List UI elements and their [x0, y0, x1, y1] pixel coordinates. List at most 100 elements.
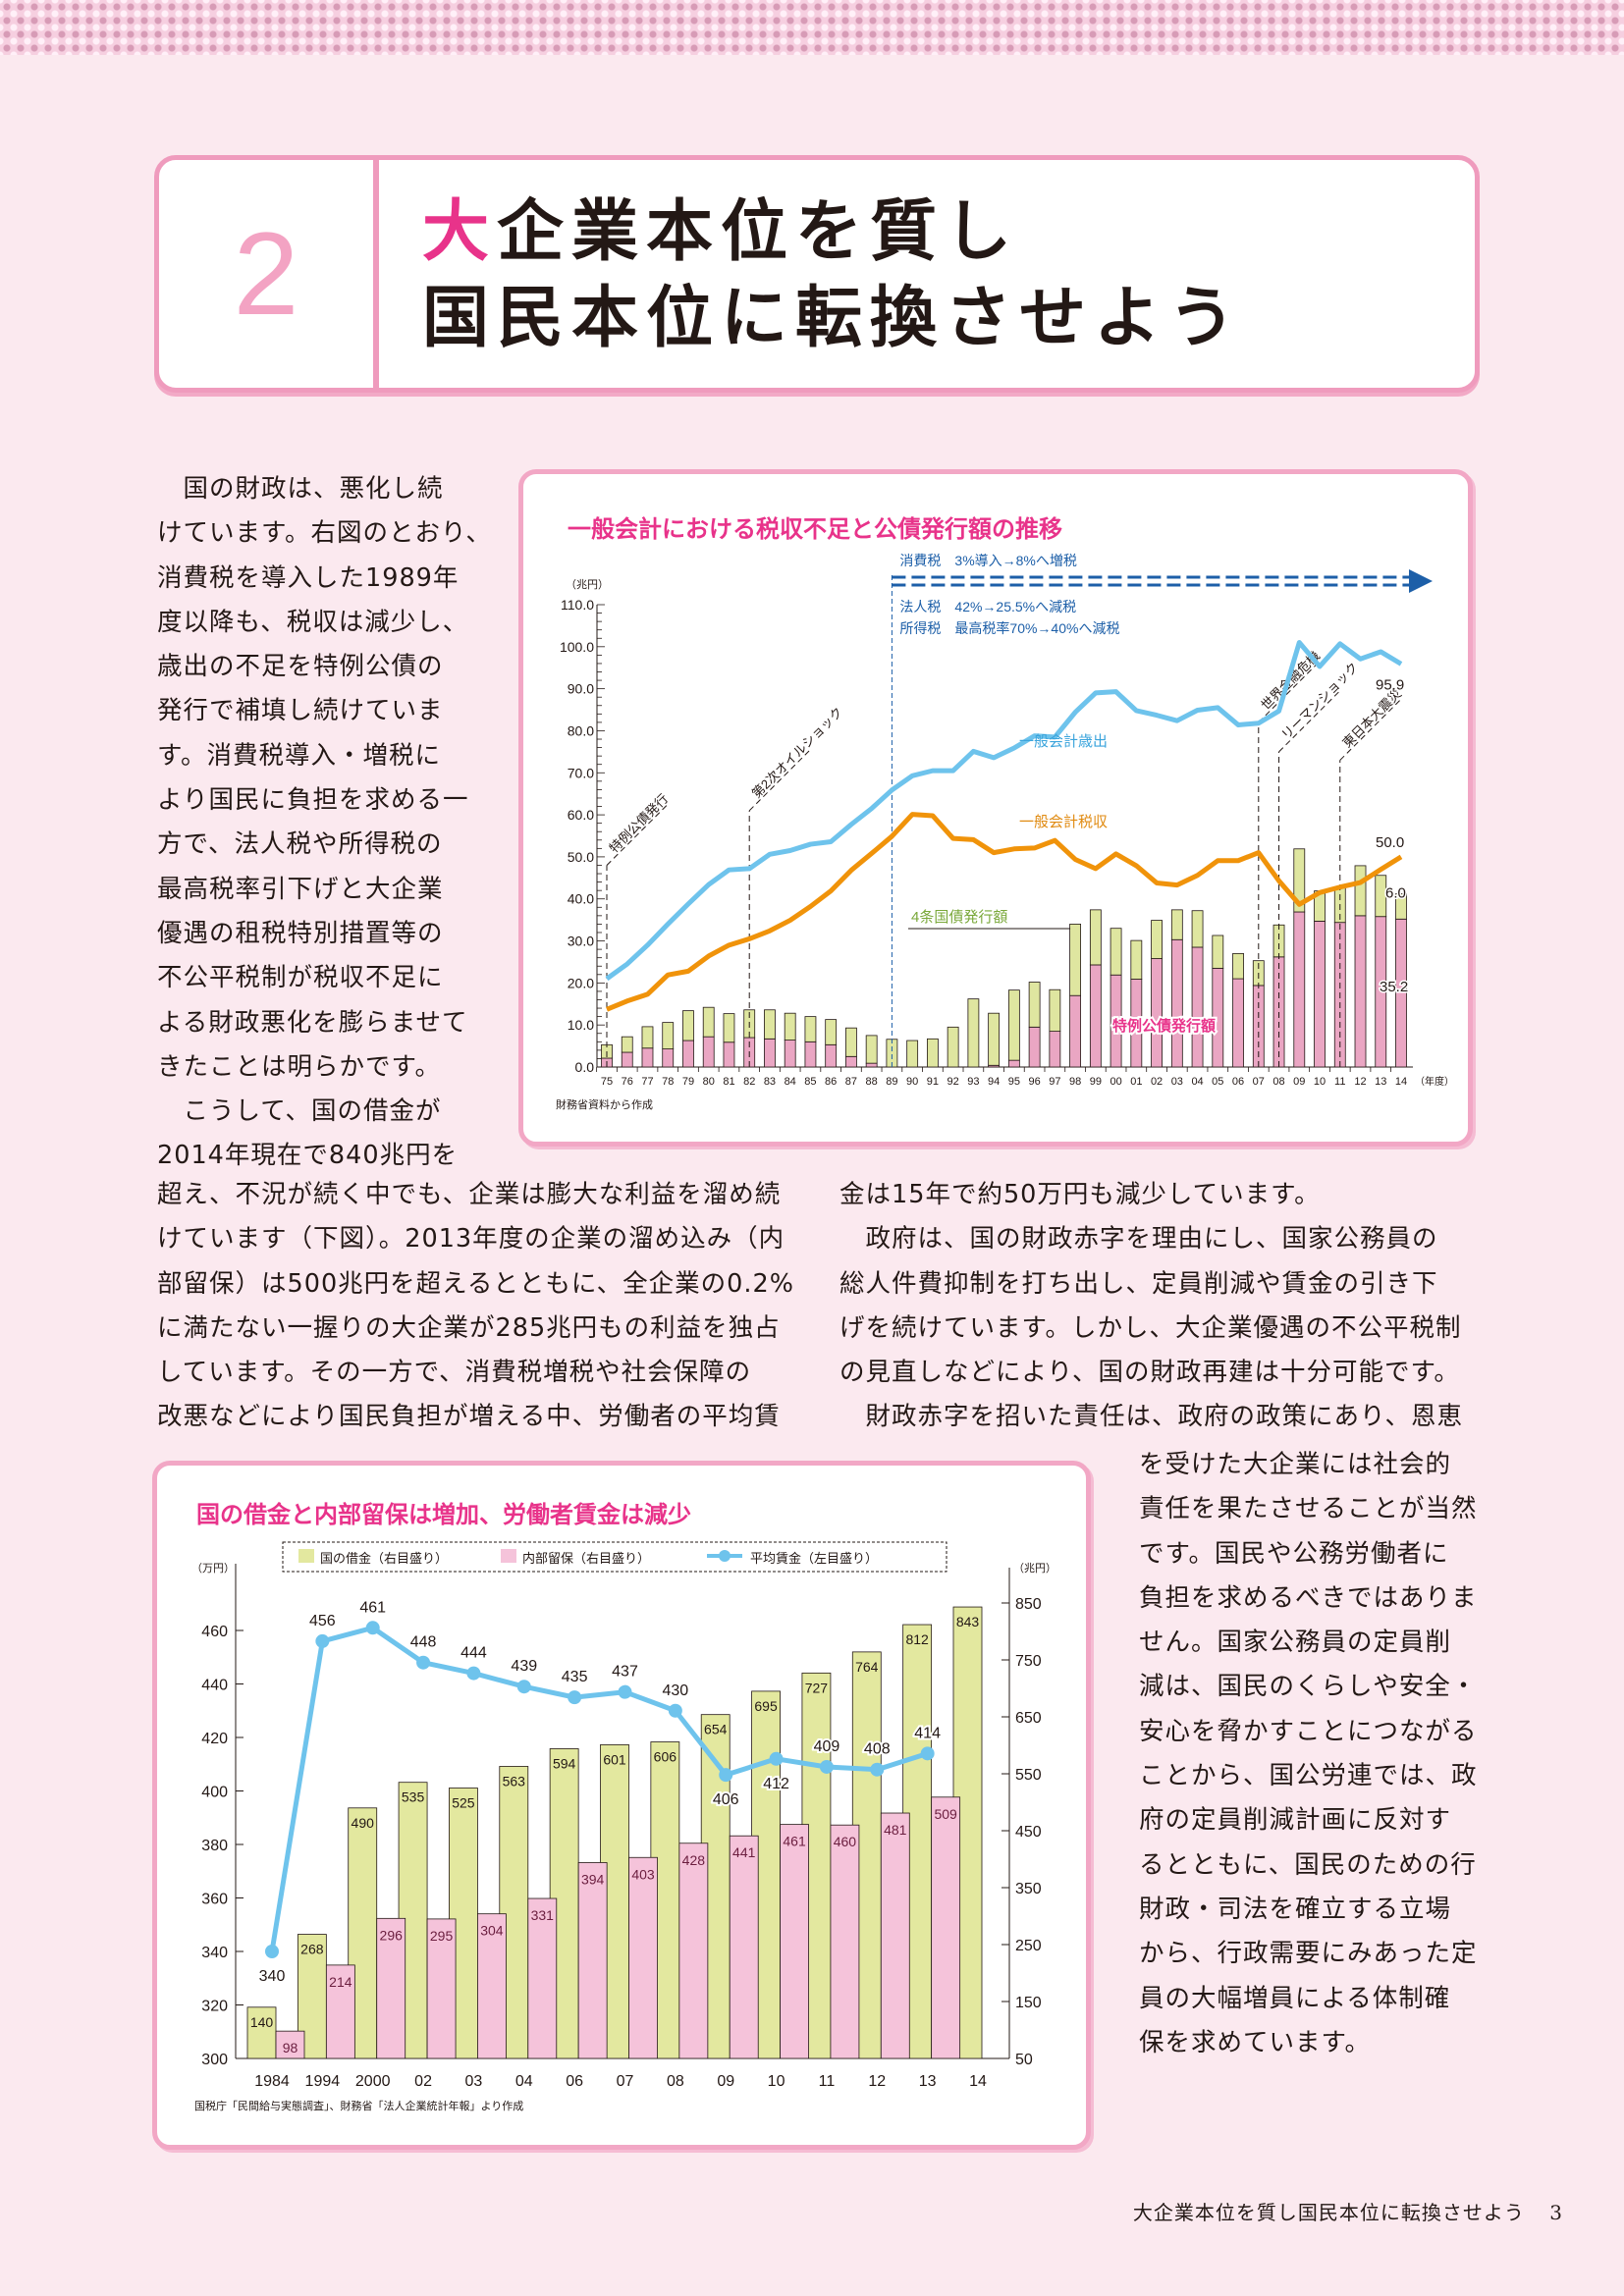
- bar-retained-earnings: [376, 1917, 406, 2059]
- chart-source: 国税庁「民間給与実態調査」、財務省「法人企業統計年報」より作成: [194, 2099, 523, 2112]
- bar-construction-bond: [1191, 910, 1204, 948]
- bar-retained-earnings: [628, 1856, 658, 2059]
- bar-deficit-bond: [682, 1040, 694, 1068]
- right-tick-label: 650: [1015, 1710, 1042, 1727]
- x-tick-label: 11: [819, 2073, 836, 2090]
- body-line: 員の大幅増員による体制確: [1139, 1983, 1451, 2013]
- x-tick-label: 09: [717, 2073, 734, 2090]
- bar-construction-bond: [1212, 934, 1224, 969]
- wage-label: 456: [309, 1613, 336, 1629]
- bar-deficit-bond: [1049, 1031, 1061, 1068]
- bar-deficit-bond: [621, 1051, 633, 1068]
- bar-construction-bond: [1375, 875, 1387, 918]
- body-line: 歳出の不足を特例公債の: [157, 652, 444, 682]
- body-column-1: 国の財政は、悪化し続 けています。右図のとおり、 消費税を導入した1989年 度以降も…: [157, 467, 492, 1179]
- bar-construction-bond: [702, 1006, 715, 1038]
- body-line: から、行政需要にみあった定: [1139, 1939, 1478, 1969]
- wage-label: 430: [663, 1682, 689, 1699]
- right-tick-label: 150: [1015, 1995, 1042, 2011]
- bar-label-national-debt: 535: [402, 1789, 425, 1805]
- body-line: の見直しなどにより、国の財政再建は十分可能です。: [839, 1358, 1460, 1388]
- wage-label: 444: [460, 1645, 487, 1662]
- y-axis-unit: （兆円）: [566, 578, 609, 591]
- x-tick-label: 06: [566, 2073, 583, 2090]
- y-tick-label: 90.0: [568, 681, 594, 697]
- x-tick-label: 05: [1212, 1076, 1223, 1088]
- wage-point: [819, 1759, 834, 1774]
- wage-label: 437: [612, 1664, 638, 1681]
- body-column-wide: 超え、不況が続く中でも、企業は膨大な利益を溜め続 けています（下図）。2013年度…: [157, 1173, 794, 1440]
- body-line: 消費税を導入した1989年: [157, 562, 460, 593]
- x-tick-label: 99: [1090, 1076, 1102, 1088]
- left-tick-label: 340: [201, 1945, 228, 1961]
- x-tick-label: 81: [723, 1076, 734, 1088]
- bar-deficit-bond: [784, 1040, 796, 1068]
- right-tick-label: 850: [1015, 1596, 1042, 1613]
- event-marker-leader: [1339, 699, 1402, 761]
- right-tick-label: 350: [1015, 1881, 1042, 1897]
- body-line: 国の財政は、悪化し続: [157, 474, 444, 504]
- legend-swatch-debt: [298, 1549, 314, 1563]
- wage-label: 406: [713, 1791, 739, 1808]
- series-label-spending: 一般会計歳出: [1019, 733, 1108, 750]
- bar-construction-bond: [967, 998, 980, 1068]
- bar-retained-earnings: [880, 1812, 910, 2059]
- body-line: けています（下図）。2013年度の企業の溜め込み（内: [157, 1224, 785, 1255]
- bar-deficit-bond: [1151, 958, 1163, 1068]
- body-line: けています。右図のとおり、: [157, 518, 492, 549]
- body-line: 政府は、国の財政赤字を理由にし、国家公務員の: [839, 1224, 1438, 1255]
- x-tick-label: 2000: [355, 2073, 391, 2090]
- x-tick-label: 14: [1395, 1076, 1407, 1088]
- x-tick-label: 04: [1191, 1076, 1203, 1088]
- bar-deficit-bond: [641, 1047, 654, 1068]
- body-line: 財政赤字を招いた責任は、政府の政策にあり、恩恵: [839, 1402, 1463, 1432]
- y-tick-label: 40.0: [568, 891, 594, 907]
- x-tick-label: 02: [1151, 1076, 1163, 1088]
- x-tick-label: 78: [662, 1076, 674, 1088]
- bar-construction-bond: [1293, 848, 1306, 913]
- bar-retained-earnings: [780, 1824, 809, 2059]
- left-tick-label: 320: [201, 1999, 228, 2015]
- event-marker-leader: [1258, 661, 1321, 723]
- event-marker-leader: [748, 749, 811, 812]
- legend-marker-wage: [719, 1550, 731, 1562]
- body-line: しています。その一方で、消費税増税や社会保障の: [157, 1358, 752, 1388]
- page-number: 3: [1549, 2201, 1563, 2224]
- bar-label-retained-earnings: 331: [531, 1907, 555, 1923]
- event-label: 第2次オイルショック: [749, 704, 845, 800]
- wage-point: [315, 1633, 330, 1648]
- bar-construction-bond: [1089, 909, 1102, 966]
- body-line: げを続けています。しかし、大企業優遇の不公平税制: [839, 1312, 1462, 1343]
- y-tick-label: 100.0: [560, 639, 594, 655]
- body-line: 優遇の租税特別措置等の: [157, 918, 444, 948]
- legend-box: [282, 1541, 947, 1573]
- x-tick-label: 07: [617, 2073, 634, 2090]
- event-label: 東日本大震災: [1339, 686, 1404, 751]
- body-line: せん。国家公務員の定員削: [1139, 1628, 1452, 1658]
- y-tick-label: 60.0: [568, 807, 594, 823]
- wage-label: 340: [259, 1968, 286, 1985]
- bar-deficit-bond: [1232, 978, 1244, 1068]
- x-tick-label: 01: [1130, 1076, 1142, 1088]
- x-tick-label: 97: [1049, 1076, 1060, 1088]
- wage-point: [416, 1655, 431, 1670]
- x-axis-unit: （年度）: [1415, 1075, 1454, 1088]
- body-column-right: 金は15年で約50万円も減少しています。 政府は、国の財政赤字を理由にし、国家公…: [839, 1173, 1463, 1440]
- bar-deficit-bond: [1354, 915, 1367, 1068]
- bar-deficit-bond: [1170, 938, 1183, 1068]
- x-tick-label: 82: [743, 1076, 755, 1088]
- body-line: よる財政悪化を膨らませて: [157, 1007, 468, 1038]
- wage-label: 435: [562, 1669, 588, 1685]
- bar-construction-bond: [1028, 982, 1041, 1028]
- x-tick-label: 92: [947, 1076, 959, 1088]
- bar-construction-bond: [1151, 920, 1163, 959]
- body-line: 責任を果たさせることが当然: [1139, 1494, 1478, 1524]
- bar-label-national-debt: 490: [352, 1815, 375, 1831]
- left-tick-label: 380: [201, 1838, 228, 1854]
- right-axis-unit: （兆円）: [1013, 1562, 1056, 1575]
- line-general-spending: [605, 640, 1403, 982]
- x-tick-label: 88: [866, 1076, 878, 1088]
- bar-construction-bond: [1272, 924, 1285, 958]
- legend-label-wage: 平均賃金（左目盛り）: [750, 1551, 878, 1566]
- end-label-spending: 95.9: [1376, 676, 1404, 693]
